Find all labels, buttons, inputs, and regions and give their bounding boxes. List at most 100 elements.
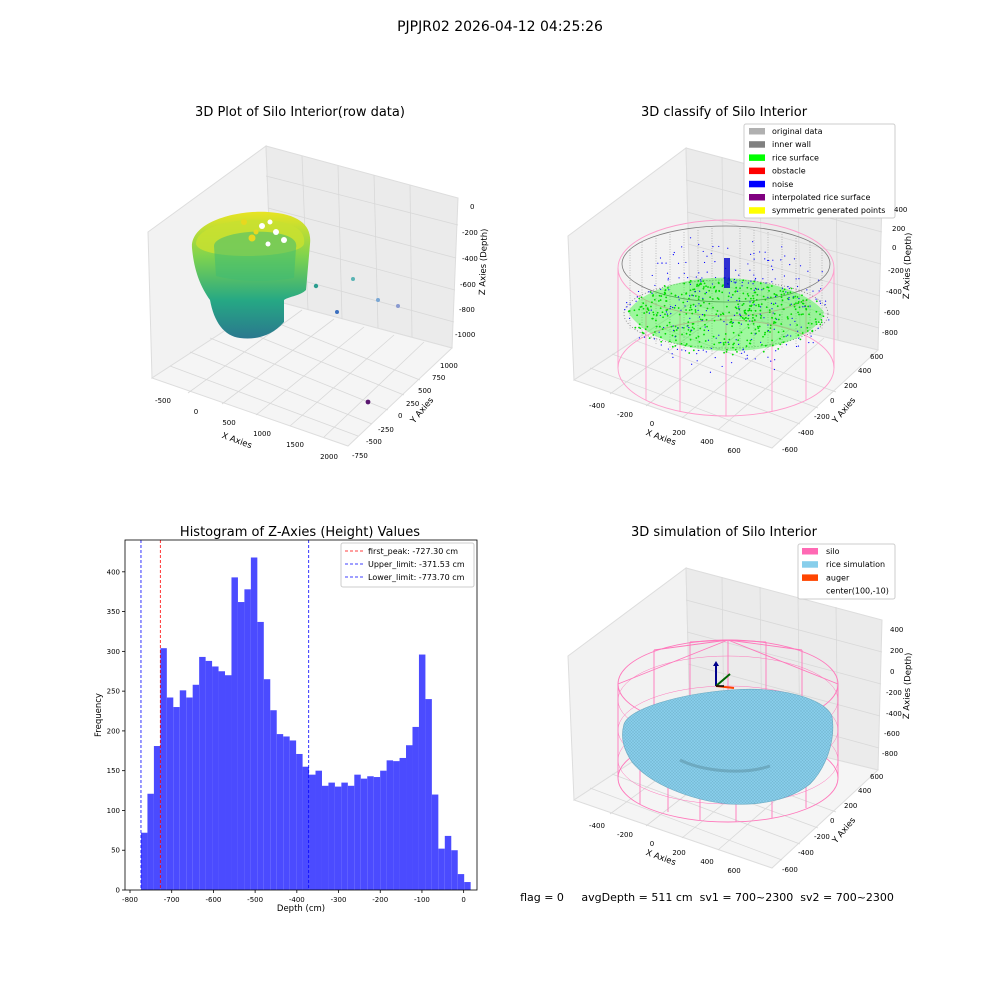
noise-point <box>669 307 671 310</box>
histogram-bar <box>263 679 271 890</box>
noise-point <box>686 325 688 327</box>
figure-title: PJPJR02 2026-04-12 04:25:26 <box>397 19 603 35</box>
noise-point <box>767 324 769 326</box>
rice-point <box>655 314 658 317</box>
svg-text:500: 500 <box>222 419 235 427</box>
rice-point <box>638 297 641 300</box>
noise-point <box>673 251 675 254</box>
rice-point <box>685 309 687 311</box>
histogram-legend-box <box>340 542 475 588</box>
noise-point <box>698 303 700 305</box>
rice-point <box>756 293 759 296</box>
classify-legend-swatch <box>749 141 765 148</box>
rice-point <box>738 297 741 300</box>
rice-point <box>699 318 702 321</box>
noise-point <box>771 281 773 283</box>
rice-point <box>796 296 799 298</box>
rice-point <box>680 342 683 345</box>
rice-point <box>782 335 785 338</box>
rice-point <box>759 317 762 319</box>
noise-point <box>684 350 687 352</box>
noise-point <box>736 299 738 302</box>
rice-point <box>663 285 666 287</box>
noise-point <box>743 351 745 353</box>
histogram-bar <box>225 675 232 890</box>
rice-point <box>768 309 771 311</box>
raw-3d-panel: 3D Plot of Silo Interior(row data) <box>147 105 490 461</box>
rice-point <box>692 303 695 306</box>
rice-point <box>776 305 779 308</box>
noise-point <box>793 258 796 260</box>
rice-point <box>685 343 688 345</box>
rice-point <box>753 319 756 321</box>
rice-point <box>752 294 754 297</box>
histogram-vlines <box>140 540 310 890</box>
svg-text:1000: 1000 <box>440 362 458 370</box>
rice-point <box>747 326 750 329</box>
rice-point <box>737 303 740 306</box>
rice-point <box>718 289 721 292</box>
rice-point <box>722 342 725 344</box>
noise-point <box>670 305 672 308</box>
histogram-bar <box>425 699 432 890</box>
rice-point <box>766 286 769 289</box>
noise-point <box>760 341 762 344</box>
rice-point <box>800 313 803 316</box>
histogram-bar <box>166 697 174 890</box>
noise-point <box>677 262 680 264</box>
rice-point <box>688 352 691 354</box>
rice-point <box>667 286 669 289</box>
rice-point <box>698 340 701 343</box>
rice-point <box>759 309 762 312</box>
rice-point <box>810 322 813 325</box>
noise-point <box>796 285 799 288</box>
rice-point <box>685 332 688 335</box>
noise-point <box>681 246 683 248</box>
noise-point <box>637 290 640 293</box>
rice-point <box>760 303 763 306</box>
rice-point <box>659 307 662 310</box>
rice-point <box>764 298 767 301</box>
svg-text:250: 250 <box>406 400 419 408</box>
rice-point <box>742 279 745 282</box>
rice-point <box>757 327 760 330</box>
rice-point <box>764 331 767 334</box>
noise-point <box>699 279 701 281</box>
noise-point <box>701 319 703 321</box>
rice-point <box>760 314 763 317</box>
rice-point <box>696 285 698 288</box>
noise-point <box>714 261 716 263</box>
svg-text:600: 600 <box>727 447 740 455</box>
svg-text:-600: -600 <box>884 309 900 317</box>
rice-point <box>670 292 673 295</box>
noise-point <box>774 295 777 298</box>
rice-point <box>731 293 734 296</box>
rice-point <box>697 284 700 287</box>
noise-point <box>736 290 739 292</box>
noise-point <box>781 287 784 289</box>
noise-point <box>672 325 674 327</box>
histogram-panel: Histogram of Z-Axies (Height) Values -80… <box>94 525 478 914</box>
rice-point <box>727 343 730 346</box>
rice-point <box>691 323 694 325</box>
rice-point <box>777 318 780 321</box>
noise-point <box>674 336 676 338</box>
noise-point <box>810 335 812 337</box>
classify-inner-wall <box>621 225 831 349</box>
classify-legend-label: inner wall <box>772 140 811 149</box>
rice-point <box>737 339 740 342</box>
noise-point <box>626 306 628 308</box>
histogram-bar <box>399 757 407 890</box>
noise-point <box>790 303 792 305</box>
rice-point <box>752 301 754 304</box>
rice-point <box>731 353 734 356</box>
noise-point <box>753 258 755 260</box>
rice-point <box>645 304 647 307</box>
rice-point <box>689 338 692 341</box>
rice-point <box>651 317 654 320</box>
noise-point <box>738 300 741 302</box>
classify-rice-points <box>627 279 825 356</box>
noise-point <box>674 304 677 307</box>
svg-text:200: 200 <box>672 429 685 437</box>
histogram-bar <box>270 710 277 890</box>
